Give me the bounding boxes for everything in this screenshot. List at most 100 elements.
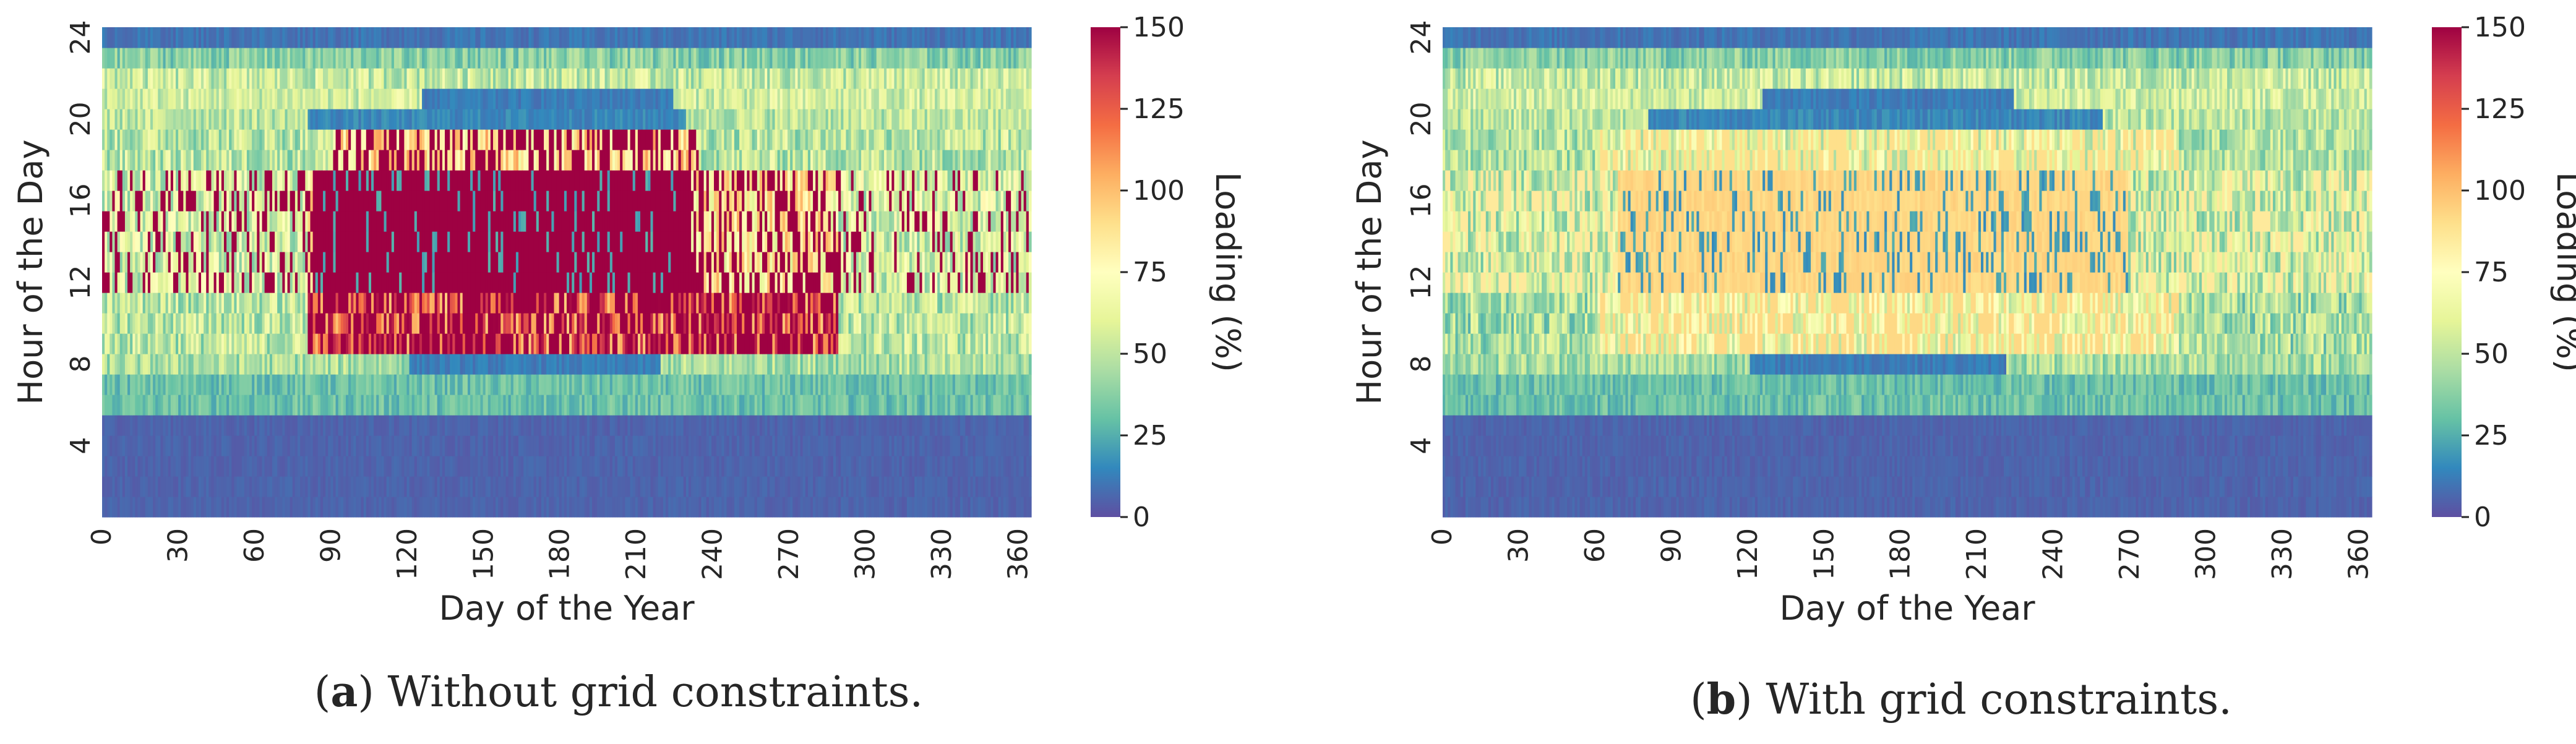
heatmap-cell: [503, 415, 506, 436]
heatmap-cell: [615, 476, 618, 497]
heatmap-cell: [143, 313, 146, 334]
heatmap-cell: [559, 313, 562, 334]
heatmap-cell: [732, 476, 735, 497]
heatmap-cell: [826, 313, 829, 334]
heatmap-cell: [186, 313, 189, 334]
heatmap-cell: [509, 395, 512, 416]
heatmap-cell: [965, 476, 968, 497]
heatmap-cell: [656, 395, 659, 416]
heatmap-cell: [252, 456, 255, 477]
heatmap-cell: [788, 354, 791, 375]
heatmap-cell: [300, 476, 303, 497]
heatmap-cell: [429, 456, 432, 477]
heatmap-cell: [808, 456, 811, 477]
heatmap-cell: [458, 354, 461, 375]
heatmap-cell: [693, 354, 697, 375]
heatmap-cell: [706, 374, 710, 395]
heatmap-cell: [194, 497, 197, 518]
heatmap-cell: [186, 456, 189, 477]
heatmap-cell: [592, 354, 595, 375]
heatmap-cell: [940, 374, 943, 395]
heatmap-cell: [491, 313, 494, 334]
heatmap-cell: [183, 374, 186, 395]
heatmap-cell: [836, 313, 839, 334]
heatmap-cell: [856, 395, 859, 416]
heatmap-cell: [417, 456, 420, 477]
heatmap-cell: [127, 374, 131, 395]
heatmap-cell: [729, 435, 732, 456]
heatmap-cell: [191, 435, 194, 456]
heatmap-cell: [316, 435, 319, 456]
heatmap-cell: [406, 415, 410, 436]
heatmap-cell: [303, 374, 306, 395]
heatmap-cell: [679, 354, 682, 375]
heatmap-cell: [894, 354, 897, 375]
heatmap-cell: [412, 313, 415, 334]
heatmap-cell: [841, 354, 844, 375]
heatmap-cell: [564, 435, 567, 456]
heatmap-cell: [160, 374, 163, 395]
heatmap-cell: [262, 456, 265, 477]
heatmap-cell: [1016, 395, 1019, 416]
heatmap-cell: [729, 415, 732, 436]
heatmap-cell: [242, 415, 245, 436]
heatmap-cell: [595, 476, 598, 497]
heatmap-cell: [500, 476, 504, 497]
heatmap-cell: [229, 476, 232, 497]
heatmap-cell: [148, 395, 151, 416]
heatmap-cell: [336, 415, 339, 436]
heatmap-cell: [554, 374, 557, 395]
heatmap-cell: [336, 374, 339, 395]
heatmap-cell: [311, 374, 314, 395]
heatmap-cell: [483, 395, 486, 416]
heatmap-cell: [150, 333, 153, 354]
heatmap-cell: [797, 476, 801, 497]
heatmap-cell: [1001, 415, 1004, 436]
heatmap-cell: [491, 497, 494, 518]
heatmap-cell: [805, 435, 809, 456]
heatmap-cell: [1021, 333, 1024, 354]
heatmap-cell: [846, 313, 849, 334]
heatmap-cell: [805, 456, 809, 477]
heatmap-cell: [293, 374, 296, 395]
heatmap-cell: [925, 456, 928, 477]
heatmap-cell: [424, 333, 427, 354]
heatmap-cell: [1011, 476, 1014, 497]
heatmap-cell: [909, 456, 912, 477]
heatmap-cell: [173, 354, 176, 375]
heatmap-cell: [414, 456, 418, 477]
heatmap-cell: [217, 374, 220, 395]
heatmap-cell: [968, 395, 971, 416]
heatmap-cell: [780, 497, 783, 518]
heatmap-cell: [912, 333, 915, 354]
heatmap-cell: [882, 476, 885, 497]
heatmap-cell: [351, 435, 354, 456]
heatmap-cell: [208, 435, 212, 456]
heatmap-cell: [249, 333, 252, 354]
heatmap-cell: [889, 497, 892, 518]
heatmap-cell: [803, 354, 806, 375]
heatmap-cell: [384, 354, 387, 375]
heatmap-cell: [1026, 435, 1029, 456]
heatmap-cell: [608, 374, 611, 395]
heatmap-cell: [265, 333, 268, 354]
heatmap-cell: [176, 395, 179, 416]
heatmap-cell: [351, 497, 354, 518]
heatmap-cell: [998, 456, 1002, 477]
heatmap-cell: [194, 374, 197, 395]
heatmap-cell: [914, 435, 917, 456]
heatmap-cell: [633, 476, 636, 497]
heatmap-cell: [937, 435, 940, 456]
heatmap-cell: [102, 415, 105, 436]
heatmap-cell: [643, 354, 646, 375]
heatmap-cell: [112, 374, 115, 395]
heatmap-cell: [257, 313, 260, 334]
heatmap-cell: [963, 395, 966, 416]
heatmap-cell: [267, 497, 270, 518]
heatmap-cell: [513, 435, 517, 456]
heatmap-cell: [387, 313, 390, 334]
heatmap-cell: [541, 497, 544, 518]
heatmap-cell: [392, 435, 395, 456]
heatmap-cell: [877, 313, 880, 334]
heatmap-cell: [440, 395, 443, 416]
